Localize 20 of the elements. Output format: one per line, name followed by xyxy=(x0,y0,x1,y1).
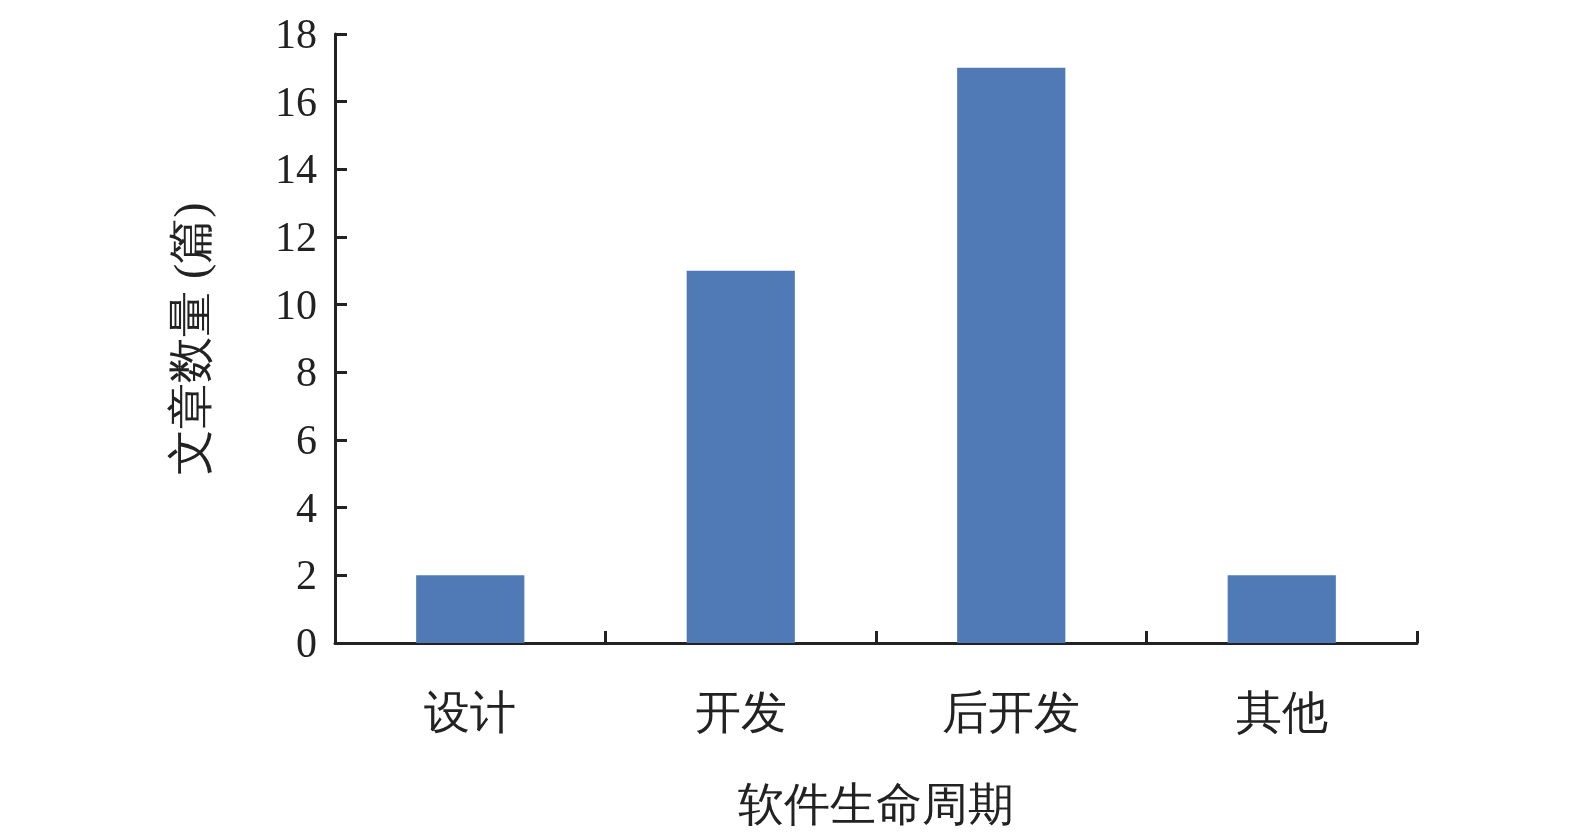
y-tick-label: 2 xyxy=(296,552,317,599)
x-tick-label: 开发 xyxy=(694,686,787,738)
y-tick-label: 6 xyxy=(296,417,317,463)
bar xyxy=(957,67,1066,643)
y-tick-label: 10 xyxy=(275,281,317,328)
y-axis-title: 文章数量 (篇) xyxy=(164,202,216,475)
y-tick-label: 4 xyxy=(296,484,317,531)
x-tick-label: 设计 xyxy=(424,686,517,738)
bar xyxy=(1227,575,1336,643)
y-tick-label: 12 xyxy=(275,214,317,260)
y-tick-label: 16 xyxy=(275,78,317,125)
y-tick-label: 14 xyxy=(275,146,317,193)
y-tick-label: 0 xyxy=(296,620,317,666)
x-tick-label: 其他 xyxy=(1235,686,1328,738)
x-tick-label: 后开发 xyxy=(942,686,1081,738)
bar xyxy=(416,575,525,643)
y-tick-label: 18 xyxy=(275,11,317,57)
y-tick-label: 8 xyxy=(296,349,317,396)
bar xyxy=(686,270,795,643)
x-axis-title: 软件生命周期 xyxy=(738,778,1014,830)
